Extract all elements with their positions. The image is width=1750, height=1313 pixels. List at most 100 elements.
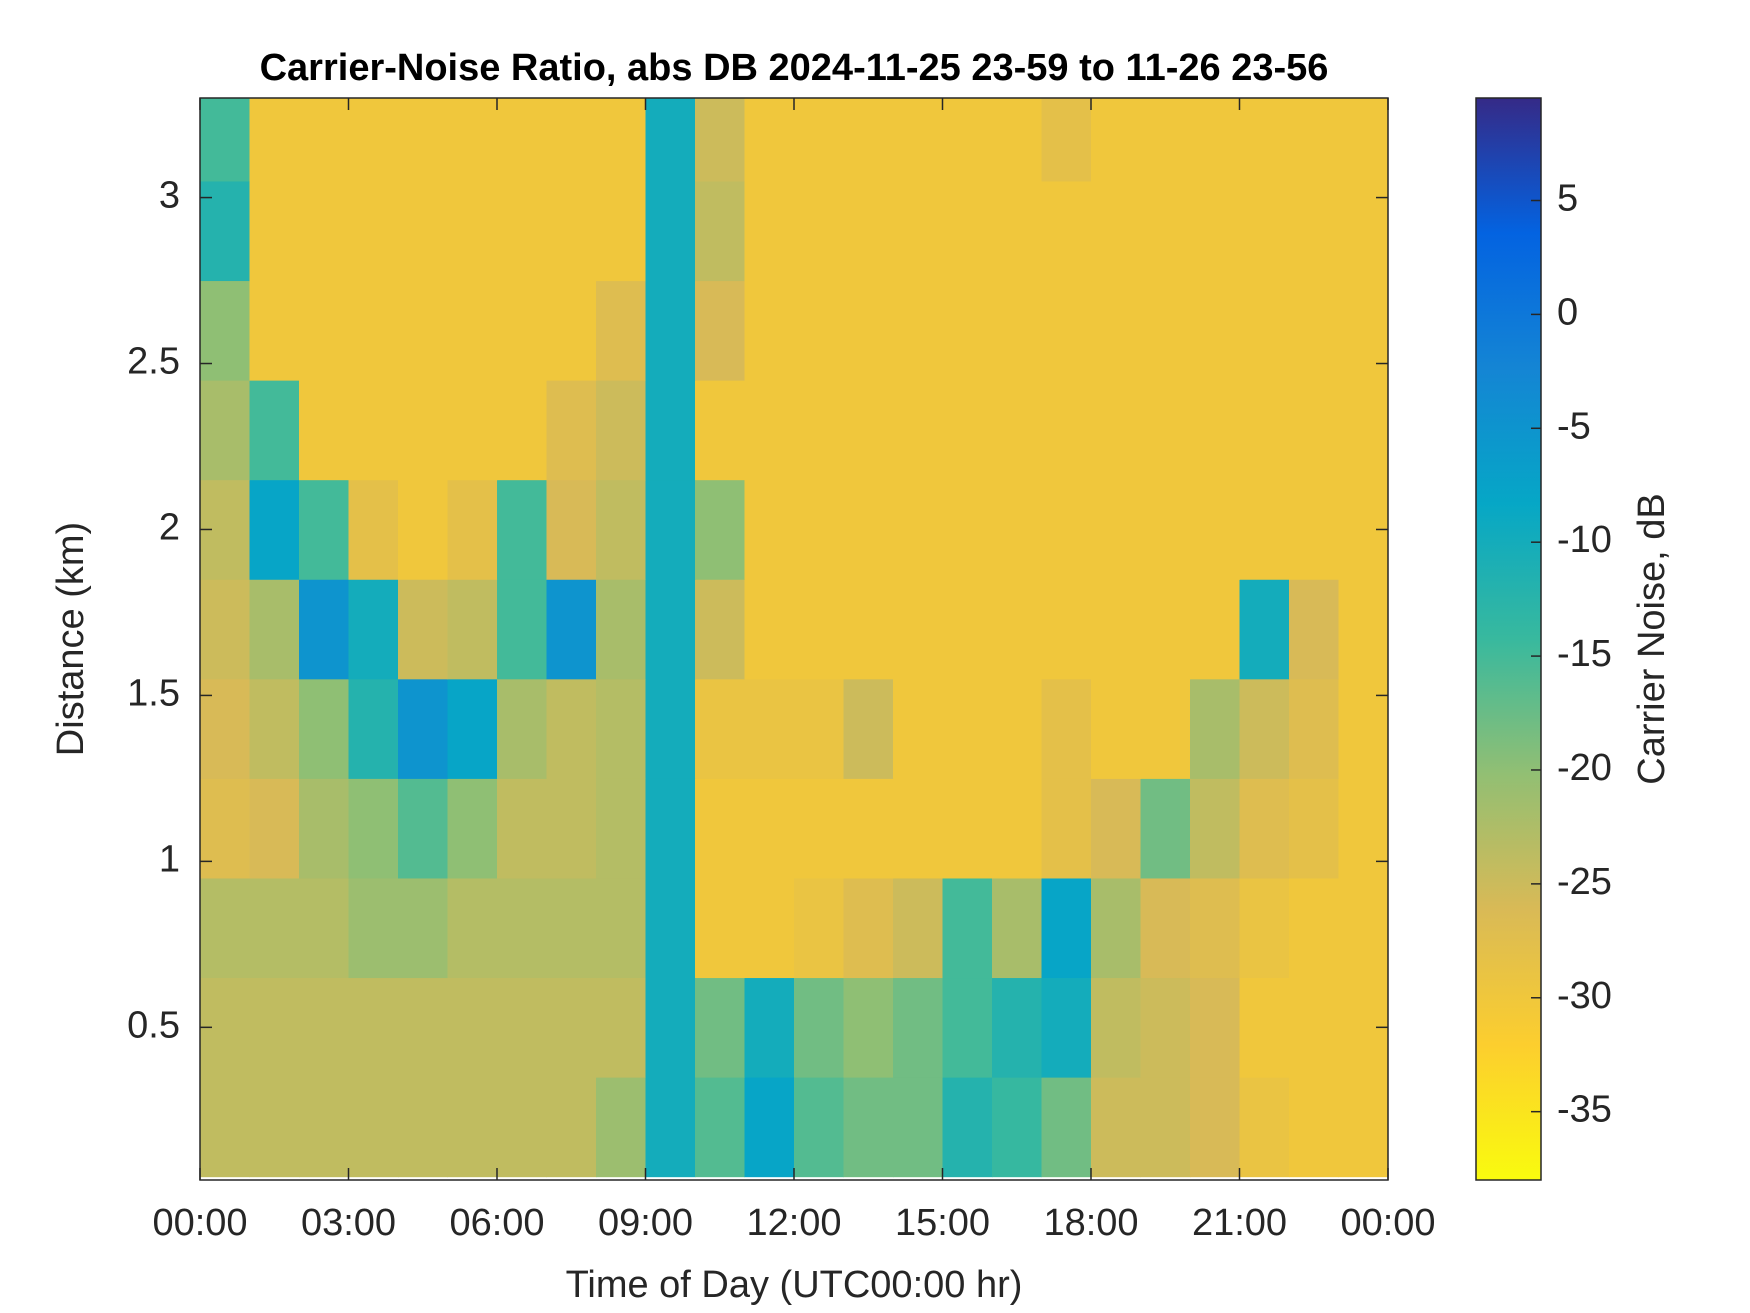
heatmap-cell <box>992 180 1042 282</box>
heatmap-cell <box>546 280 597 381</box>
heatmap-cell <box>645 877 696 979</box>
heatmap-cell <box>893 877 943 979</box>
heatmap-cell <box>992 877 1042 979</box>
heatmap-cell <box>1041 1077 1092 1178</box>
heatmap-cell <box>942 1077 993 1178</box>
heatmap-cell <box>1338 877 1388 979</box>
heatmap-cell <box>794 877 844 979</box>
heatmap-cell <box>200 180 250 282</box>
heatmap-cell <box>497 280 547 381</box>
heatmap-cell <box>398 877 448 979</box>
heatmap-cell <box>1289 479 1339 580</box>
heatmap-cell <box>348 778 399 879</box>
y-tick-label: 0.5 <box>127 1004 180 1046</box>
heatmap-cell <box>398 678 448 779</box>
heatmap-cell <box>1140 678 1191 779</box>
heatmap-cell <box>447 678 498 779</box>
heatmap-cell <box>645 280 696 381</box>
heatmap-cell <box>992 977 1042 1078</box>
heatmap-cell <box>1289 977 1339 1078</box>
heatmap-cell <box>596 977 646 1078</box>
heatmap-cell <box>497 579 547 680</box>
heatmap-cell <box>1091 180 1141 282</box>
heatmap-cell <box>596 678 646 779</box>
heatmap-cell <box>447 479 498 580</box>
heatmap-cell <box>744 778 795 879</box>
y-axis-label: Distance (km) <box>50 522 92 756</box>
heatmap-cell <box>992 1077 1042 1178</box>
heatmap-cell <box>1239 579 1290 680</box>
heatmap-cell <box>695 778 745 879</box>
heatmap-cell <box>447 977 498 1078</box>
heatmap-cell <box>1140 1077 1191 1178</box>
heatmap-cell <box>645 98 696 182</box>
heatmap-cell <box>794 380 844 481</box>
heatmap-cell <box>1041 380 1092 481</box>
heatmap-cell <box>695 579 745 680</box>
heatmap-cell <box>843 380 894 481</box>
colorbar-label: Carrier Noise, dB <box>1631 493 1673 784</box>
heatmap-cell <box>1190 977 1240 1078</box>
heatmap-cell <box>942 778 993 879</box>
heatmap-cell <box>398 778 448 879</box>
heatmap-cell <box>1091 579 1141 680</box>
heatmap-cell <box>893 1077 943 1178</box>
heatmap-cell <box>992 479 1042 580</box>
heatmap-cell <box>546 877 597 979</box>
colorbar-tick-label: -35 <box>1557 1089 1612 1131</box>
heatmap-cell <box>546 380 597 481</box>
heatmap-cell <box>596 280 646 381</box>
heatmap-cell <box>843 479 894 580</box>
colorbar-tick-label: -20 <box>1557 747 1612 789</box>
heatmap-cell <box>843 678 894 779</box>
heatmap-cell <box>299 180 349 282</box>
heatmap-cell <box>992 98 1042 182</box>
heatmap-cell <box>398 98 448 182</box>
heatmap-cell <box>497 98 547 182</box>
heatmap-cell <box>1041 180 1092 282</box>
heatmap-cell <box>299 479 349 580</box>
heatmap-cell <box>546 1077 597 1178</box>
heatmap-cell <box>843 98 894 182</box>
heatmap-cell <box>1190 479 1240 580</box>
heatmap-cell <box>744 479 795 580</box>
heatmap-cell <box>1041 877 1092 979</box>
heatmap-cell <box>200 280 250 381</box>
heatmap-cell <box>1140 98 1191 182</box>
heatmap-cell <box>596 579 646 680</box>
heatmap-cell <box>398 180 448 282</box>
heatmap-cell <box>1190 180 1240 282</box>
heatmap-cell <box>348 180 399 282</box>
heatmap-cell <box>794 579 844 680</box>
heatmap-cell <box>794 977 844 1078</box>
heatmap-cell <box>1091 1077 1141 1178</box>
heatmap-cell <box>1239 678 1290 779</box>
heatmap-cell <box>398 579 448 680</box>
heatmap-cell <box>200 877 250 979</box>
heatmap-cell <box>843 977 894 1078</box>
heatmap-cell <box>942 180 993 282</box>
heatmap-cell <box>249 479 300 580</box>
heatmap-cell <box>596 380 646 481</box>
heatmap-cell <box>645 778 696 879</box>
heatmap-cell <box>695 678 745 779</box>
heatmap-cell <box>843 877 894 979</box>
heatmap-cell <box>398 380 448 481</box>
heatmap-cell <box>645 579 696 680</box>
heatmap-cell <box>398 977 448 1078</box>
heatmap <box>200 98 1388 1178</box>
heatmap-cell <box>695 1077 745 1178</box>
heatmap-cell <box>447 98 498 182</box>
colorbar-tick-label: -25 <box>1557 861 1612 903</box>
heatmap-cell <box>546 678 597 779</box>
heatmap-cell <box>645 977 696 1078</box>
heatmap-cell <box>398 1077 448 1178</box>
heatmap-cell <box>447 877 498 979</box>
heatmap-cell <box>249 180 300 282</box>
heatmap-cell <box>348 678 399 779</box>
heatmap-cell <box>546 579 597 680</box>
heatmap-cell <box>1190 280 1240 381</box>
heatmap-cell <box>744 380 795 481</box>
heatmap-cell <box>744 98 795 182</box>
